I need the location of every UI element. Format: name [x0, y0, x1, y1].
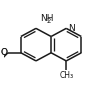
- Text: 2: 2: [46, 18, 51, 24]
- Text: O: O: [1, 48, 8, 57]
- Text: CH₃: CH₃: [59, 71, 73, 80]
- Text: O: O: [1, 48, 8, 57]
- Text: NH: NH: [40, 14, 53, 23]
- Text: N: N: [68, 24, 74, 33]
